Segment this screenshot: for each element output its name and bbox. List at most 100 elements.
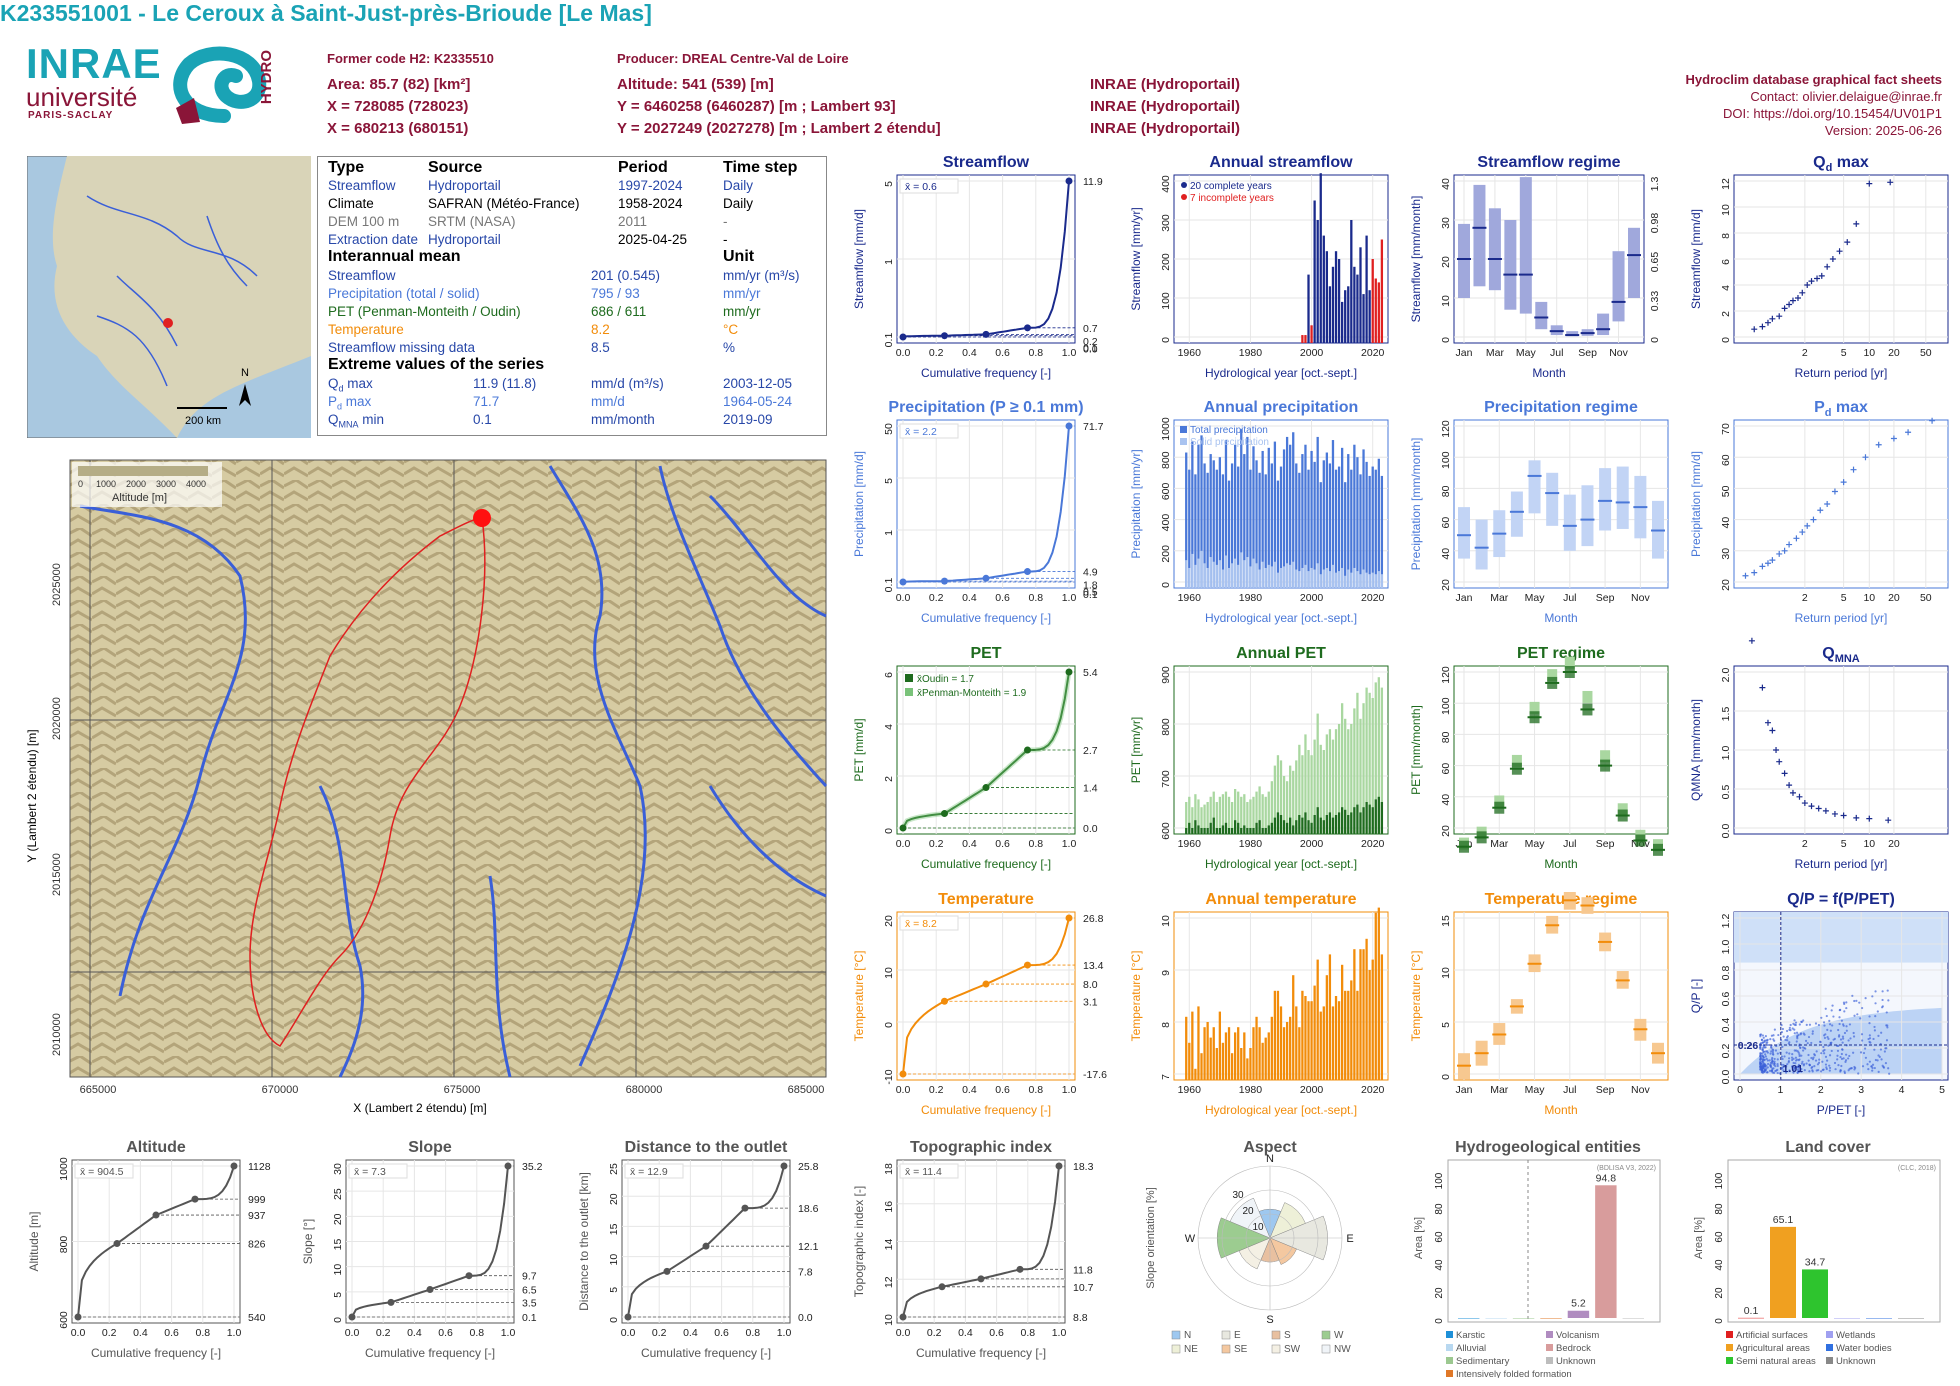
bar [1353,949,1356,1080]
bar-oudin [1285,822,1289,834]
bar-total [1237,466,1240,588]
x-tick: 0.6 [995,838,1010,850]
bar-total [1273,441,1277,588]
daily-point [1881,1064,1884,1067]
bar-oudin [1362,807,1365,834]
x-tick: 1960 [1178,1084,1202,1096]
y-tick: 5 [883,478,895,484]
daily-point [1822,1021,1826,1024]
bar-penman [1218,796,1222,834]
daily-point [1793,1032,1796,1035]
bar-water-bodies [1866,1318,1892,1319]
y-tick: 2025000 [51,563,63,606]
daily-point [1798,1053,1801,1056]
extreme-unit: mm/month [591,412,655,427]
x-tick: 0.0 [896,1327,911,1339]
bar-volcanism [1567,1310,1590,1318]
quantile-point [426,1285,434,1293]
daily-point [1819,1041,1822,1044]
x-axis-label: Month [1532,366,1565,380]
bar [1313,985,1316,1080]
daily-point [1759,1065,1762,1068]
bar-total [1224,440,1228,588]
daily-point [1764,1050,1767,1053]
y-tick: 0.1 [883,333,895,348]
bar-solid [1203,563,1206,588]
y-tick: 60 [1440,763,1452,775]
h-interannual: Interannual mean [328,248,461,265]
mean-name: Temperature [328,322,404,337]
bar-penman [1276,755,1280,834]
aspect-sector-se [1269,1237,1297,1265]
daily-point [1817,1061,1821,1064]
bar-penman [1365,687,1368,834]
y-tick: 4 [1720,285,1732,291]
x-tick: 670000 [262,1084,299,1096]
row-type: Climate [328,196,374,211]
y-axis-label: Streamflow [mm/d] [1689,209,1703,309]
source-1: INRAE (Hydroportail) [1090,76,1240,93]
daily-point [1781,1057,1784,1061]
daily-point [1841,1041,1844,1044]
x-tick: May [1525,592,1546,604]
y-axis-label: Topographic index [-] [852,1186,866,1297]
y-tick: 2.0 [1720,668,1732,683]
bar-total [1337,466,1341,588]
bar-penman [1304,734,1307,834]
legend-swatch [1221,1344,1231,1354]
daily-point [1769,1038,1772,1041]
bar-solid [1359,574,1362,588]
x-tick: 0.4 [962,838,977,850]
y-tick: 0.6 [1720,992,1732,1007]
chart-title: Temperature [938,891,1034,908]
daily-point [1810,1056,1813,1060]
bar-penman [1255,791,1258,834]
daily-point [1870,1065,1873,1068]
daily-point [1764,1065,1767,1068]
legend-label: NE [1184,1344,1198,1355]
x-tick: 5 [1841,838,1847,850]
legend-label: W [1334,1330,1344,1341]
source-note: (CLC, 2018) [1898,1165,1936,1172]
legend-label: SW [1284,1344,1301,1355]
bar-oudin [1325,815,1329,834]
y-tick: 0 [608,1317,620,1323]
x-axis-label: Hydrological year [oct.-sept.] [1205,1103,1357,1117]
bar-total [1319,482,1322,588]
daily-point [1761,1034,1764,1037]
quantile-point [982,574,990,582]
data-point [1769,727,1776,734]
y-tick: 15 [1440,915,1452,927]
row-type: Extraction date [328,232,419,247]
daily-point [1773,1028,1776,1031]
extreme-value: 11.9 (11.8) [473,376,537,391]
hydro-logo-text: HYDRO [258,50,275,105]
daily-point [1864,1056,1868,1059]
chart-title: Streamflow regime [1477,154,1620,171]
bar-oudin [1353,807,1356,834]
legend-swatch [1446,1370,1453,1377]
quantile-label: 937 [248,1210,266,1222]
bar-oudin [1258,820,1261,834]
bar [1313,200,1316,343]
chart-title: Temperature regime [1485,891,1638,908]
y-axis-label: Y (Lambert 2 étendu) [m] [25,729,39,862]
bar [1319,173,1322,343]
bar [1322,1006,1325,1080]
daily-point [1855,999,1858,1002]
bar-penman [1371,698,1374,834]
y-tick: 2020000 [51,697,63,740]
y-tick: 100 [1160,292,1172,310]
bar [1301,335,1304,343]
quantile-point [899,333,907,341]
y-tick: 15 [332,1239,344,1251]
regime-box [1510,491,1523,537]
y-tick: 0 [332,1317,344,1323]
y-tick: 10 [1440,295,1452,307]
regime-box [1488,208,1501,291]
bar [1301,990,1304,1080]
legend-swatch [905,688,913,696]
y-tick: 100 [1440,697,1452,715]
bar-penman [1282,776,1286,834]
bar-penman [1267,791,1270,834]
